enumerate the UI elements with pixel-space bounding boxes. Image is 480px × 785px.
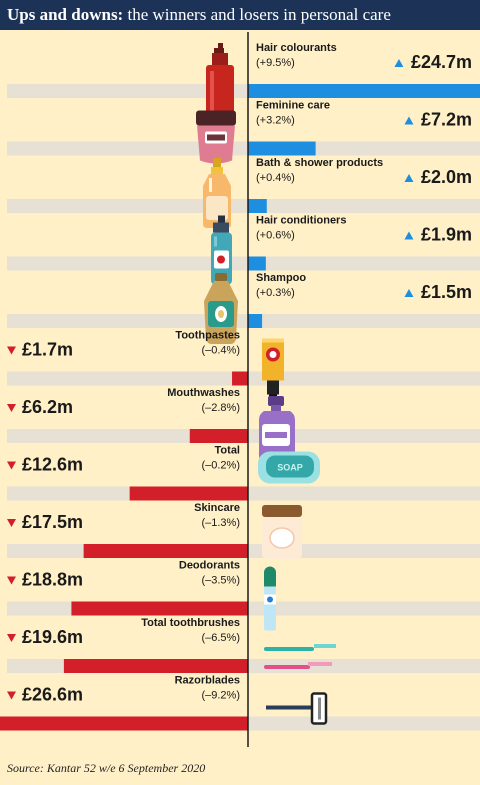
down-arrow-icon bbox=[7, 576, 16, 585]
percent-label: (+9.5%) bbox=[256, 57, 295, 69]
bar-track bbox=[7, 314, 480, 328]
percent-label: (+3.2%) bbox=[256, 115, 295, 127]
deodorant-spray-icon bbox=[264, 566, 276, 631]
down-arrow-icon bbox=[7, 634, 16, 642]
category-label: Total bbox=[215, 445, 240, 457]
value-label: £24.7m bbox=[411, 52, 472, 72]
category-row: SOAP Total (–0.2%) £12.6m bbox=[7, 445, 320, 501]
bar bbox=[232, 371, 248, 386]
shampoo-bottle-icon bbox=[204, 273, 238, 344]
category-label: Mouthwashes bbox=[167, 387, 240, 399]
category-label: Bath & shower products bbox=[256, 157, 383, 169]
bar bbox=[248, 84, 480, 98]
category-row: Toothpastes (–0.4%) £1.7m bbox=[7, 330, 284, 399]
value-label: £19.6m bbox=[22, 627, 83, 647]
category-label: Skincare bbox=[194, 502, 240, 514]
value-label: £12.6m bbox=[22, 455, 83, 475]
percent-label: (–1.3%) bbox=[201, 517, 240, 529]
bar-track bbox=[7, 256, 480, 271]
category-label: Toothpastes bbox=[175, 330, 240, 342]
category-row: Feminine care (+3.2%) £7.2m bbox=[196, 100, 472, 164]
category-label: Total toothbrushes bbox=[141, 617, 240, 629]
down-arrow-icon bbox=[7, 346, 16, 355]
down-arrow-icon bbox=[7, 519, 16, 527]
bar bbox=[83, 544, 248, 558]
bath-bottle-icon bbox=[203, 158, 231, 228]
percent-label: (+0.6%) bbox=[256, 230, 295, 242]
category-row: Skincare (–1.3%) £17.5m bbox=[7, 502, 302, 559]
razor-icon bbox=[266, 692, 328, 725]
title-rest: the winners and losers in personal care bbox=[127, 5, 391, 24]
conditioner-bottle-icon bbox=[211, 215, 232, 285]
percent-label: (–2.8%) bbox=[201, 402, 240, 414]
value-label: £26.6m bbox=[22, 685, 83, 705]
bar-track bbox=[7, 141, 480, 156]
category-row: Hair colourants (+9.5%) £24.7m bbox=[206, 42, 480, 117]
value-label: £1.9m bbox=[421, 225, 472, 245]
category-row: Total toothbrushes (–6.5%) £19.6m bbox=[7, 617, 336, 673]
bar bbox=[189, 429, 248, 443]
category-row: Razorblades (–9.2%) £26.6m bbox=[0, 675, 328, 731]
down-arrow-icon bbox=[7, 404, 16, 412]
skincare-jar-icon bbox=[262, 505, 302, 559]
category-label: Hair colourants bbox=[256, 42, 337, 54]
value-label: £1.7m bbox=[22, 340, 73, 360]
cream-jar-icon bbox=[196, 110, 236, 164]
down-arrow-icon bbox=[7, 461, 16, 470]
category-label: Deodorants bbox=[179, 560, 240, 572]
percent-label: (–3.5%) bbox=[201, 575, 240, 587]
source-note: Source: Kantar 52 w/e 6 September 2020 bbox=[7, 761, 206, 775]
up-arrow-icon bbox=[394, 59, 404, 67]
category-label: Feminine care bbox=[256, 100, 330, 112]
value-label: £7.2m bbox=[421, 110, 472, 130]
bar bbox=[129, 486, 248, 501]
value-label: £2.0m bbox=[421, 167, 472, 187]
percent-label: (–6.5%) bbox=[201, 632, 240, 644]
percent-label: (–9.2%) bbox=[201, 690, 240, 702]
category-row: Hair conditioners (+0.6%) £1.9m bbox=[211, 215, 472, 285]
bar bbox=[248, 314, 263, 328]
soap-label: SOAP bbox=[277, 463, 303, 473]
value-label: £17.5m bbox=[22, 512, 83, 532]
category-row: Mouthwashes (–2.8%) £6.2m bbox=[7, 387, 295, 460]
value-label: £18.8m bbox=[22, 570, 83, 590]
category-row: Deodorants (–3.5%) £18.8m bbox=[7, 560, 276, 631]
up-arrow-icon bbox=[404, 231, 414, 240]
hair-dye-bottle-icon bbox=[206, 43, 234, 117]
down-arrow-icon bbox=[7, 691, 16, 700]
up-arrow-icon bbox=[404, 289, 414, 297]
title-bold: Ups and downs: bbox=[7, 5, 124, 24]
bar bbox=[63, 659, 249, 673]
category-row: Shampoo (+0.3%) £1.5m bbox=[204, 272, 472, 344]
toothbrushes-icon bbox=[264, 644, 336, 669]
percent-label: (–0.4%) bbox=[201, 345, 240, 357]
bar bbox=[248, 256, 266, 271]
bar bbox=[248, 141, 316, 156]
bar bbox=[248, 199, 267, 213]
bar-track bbox=[7, 199, 480, 213]
value-label: £1.5m bbox=[421, 282, 472, 302]
percent-label: (–0.2%) bbox=[201, 460, 240, 472]
bar bbox=[71, 601, 248, 616]
toothpaste-tube-icon bbox=[262, 338, 284, 399]
mouthwash-bottle-icon bbox=[259, 396, 295, 460]
category-label: Razorblades bbox=[175, 675, 240, 687]
percent-label: (+0.4%) bbox=[256, 172, 295, 184]
percent-label: (+0.3%) bbox=[256, 287, 295, 299]
value-label: £6.2m bbox=[22, 397, 73, 417]
category-label: Hair conditioners bbox=[256, 215, 346, 227]
category-row: Bath & shower products (+0.4%) £2.0m bbox=[203, 157, 472, 228]
category-label: Shampoo bbox=[256, 272, 306, 284]
up-arrow-icon bbox=[404, 174, 414, 182]
up-arrow-icon bbox=[404, 116, 414, 125]
soap-bar-icon: SOAP bbox=[258, 451, 320, 484]
bar-chart: Hair colourants (+9.5%) £24.7m Feminine car… bbox=[0, 32, 480, 747]
chart-header: Ups and downs: the winners and losers in… bbox=[0, 0, 480, 30]
bar bbox=[0, 716, 249, 731]
